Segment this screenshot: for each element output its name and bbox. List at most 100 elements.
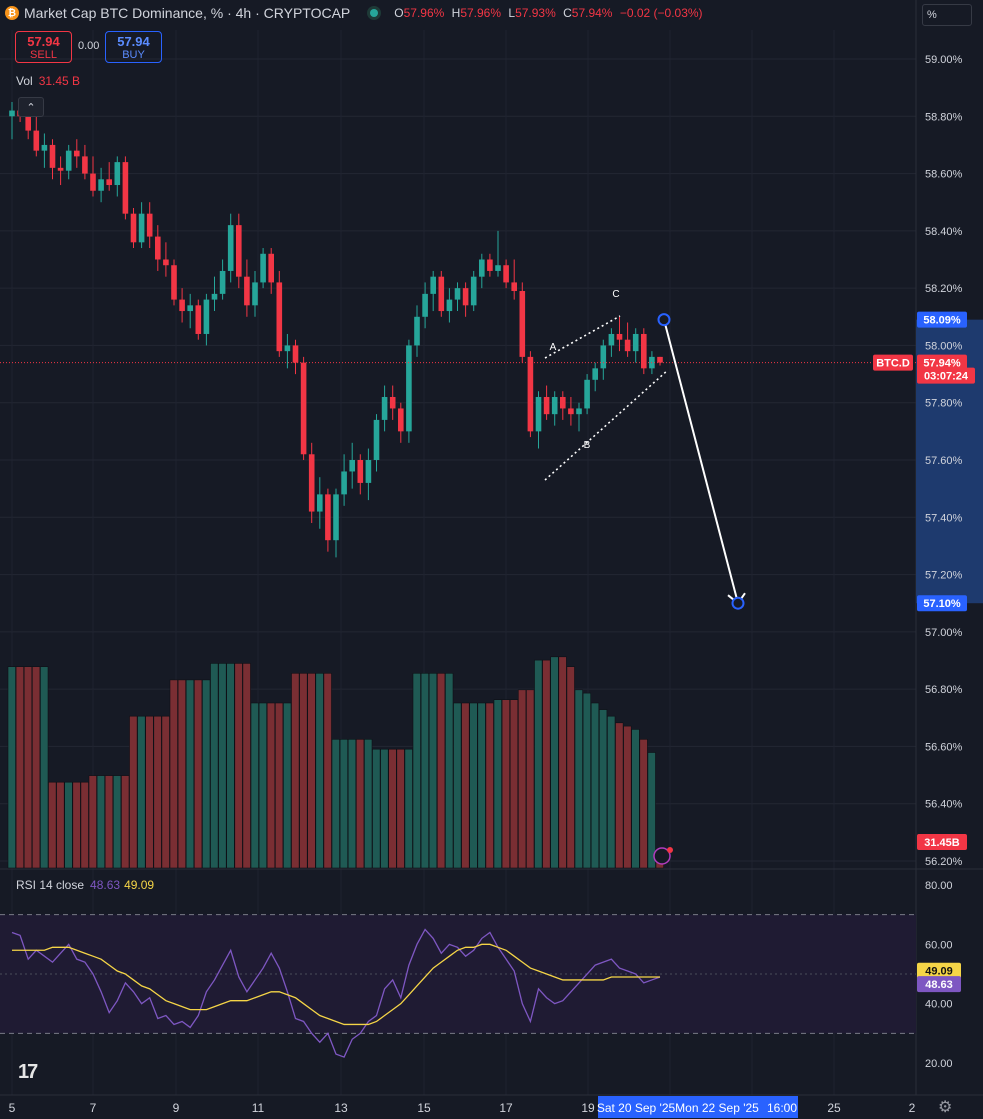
candle-body	[357, 460, 364, 483]
buy-button[interactable]: 57.94 BUY	[105, 31, 162, 63]
candle-body	[98, 179, 104, 191]
candle-body	[632, 333, 639, 352]
rsi-line	[11, 928, 661, 1058]
volume-bar	[339, 738, 349, 869]
candle-body	[592, 368, 598, 380]
candle-body	[616, 333, 623, 340]
price-axis[interactable]: 59.00% 58.80% 58.60% 58.40% 58.20% 58.00% 57.8…	[873, 54, 983, 868]
high-value: 57.96%	[460, 6, 502, 20]
volume-bar	[550, 656, 559, 869]
candle-body	[479, 259, 485, 277]
volume-bar	[161, 715, 170, 869]
spread-value: 0.00	[78, 40, 100, 52]
volume-bar	[202, 679, 211, 869]
candle-body	[624, 339, 631, 352]
bar-countdown-label-bg	[917, 367, 975, 384]
candle-body	[511, 282, 517, 292]
volume-bar	[485, 702, 494, 869]
candle-body	[576, 408, 582, 415]
volume-bar	[7, 666, 16, 869]
volume-bar	[80, 781, 89, 869]
volume-bar	[404, 748, 413, 869]
candle-body	[470, 276, 477, 306]
volume-bar	[412, 672, 421, 869]
volume-bar	[647, 752, 656, 869]
volume-bar	[266, 702, 276, 869]
price-tick-label: 57.00%	[925, 627, 963, 639]
bar-countdown-label: 03:07:24	[924, 371, 969, 383]
volume-bar	[169, 679, 178, 869]
candle-body	[244, 276, 250, 306]
time-axis[interactable]: 5 7 9 11 13 15 17 19 Sat 20 Sep '25 Mon 22 Sep '2…	[0, 847, 983, 1118]
volume-bar	[420, 672, 430, 869]
rsi-ma-line	[12, 943, 660, 1026]
candle-body	[155, 236, 161, 260]
candle-body	[527, 356, 534, 432]
scale-mode-button[interactable]: %	[922, 4, 972, 26]
volume-bar	[31, 666, 41, 869]
volume-bar	[347, 738, 357, 869]
gear-icon[interactable]: ⚙	[938, 1099, 953, 1116]
volume-bar	[598, 709, 608, 869]
volume-bar	[615, 722, 624, 869]
volume-last-label-bg	[917, 834, 967, 850]
rsi-value: 48.63	[90, 878, 121, 892]
symbol-title[interactable]: Market Cap BTC Dominance, % · 4h · CRYPT…	[24, 5, 351, 21]
volume-bar	[64, 781, 73, 869]
volume-bar	[590, 702, 600, 869]
candle-body	[187, 305, 193, 312]
volume-bar	[194, 679, 203, 869]
volume-bar	[299, 672, 308, 869]
candle-body	[138, 213, 145, 243]
candle-body	[454, 288, 461, 300]
drawing-tools[interactable]: A B C	[544, 289, 746, 610]
collapse-legend-button[interactable]: ⌃	[18, 97, 44, 117]
candle-body	[25, 116, 31, 131]
candle-body	[211, 293, 218, 300]
volume-bar	[185, 679, 195, 869]
sell-button[interactable]: 57.94 SELL	[15, 31, 72, 63]
tradingview-logo[interactable]: 17	[18, 1061, 38, 1083]
rsi-last-label: 48.63	[925, 979, 953, 991]
price-tick-label: 56.60%	[925, 741, 963, 753]
rsi-tick-label: 40.00	[925, 999, 953, 1011]
volume-legend[interactable]: Vol 31.45 B	[16, 74, 81, 88]
candle-body	[65, 150, 72, 171]
projection-end-handle	[731, 596, 745, 610]
wave-label-c: C	[612, 289, 619, 300]
candle-body	[535, 396, 542, 432]
volume-bar	[226, 663, 235, 869]
price-tick-label: 59.00%	[925, 54, 963, 66]
rsi-tick-label: 80.00	[925, 880, 953, 892]
candle-body	[349, 460, 355, 472]
candle-body	[584, 379, 590, 409]
volume-bar	[104, 775, 114, 869]
volume-bar	[40, 666, 49, 869]
target-low-label-bg	[917, 595, 967, 612]
wave-label-b: B	[584, 440, 591, 451]
candle-body	[252, 282, 258, 306]
volume-bar	[315, 672, 324, 869]
symbol-header: ₿ Market Cap BTC Dominance, % · 4h · CRY…	[0, 0, 707, 26]
volume-bar	[355, 738, 365, 869]
projection-start-handle	[657, 313, 671, 327]
volume-bar	[469, 702, 478, 869]
candle-body	[519, 291, 526, 357]
candle-body	[106, 179, 112, 186]
time-tick-label: 13	[334, 1101, 348, 1115]
candle-body	[90, 173, 96, 191]
candlesticks	[0, 99, 916, 558]
volume-bar	[461, 702, 470, 869]
volume-bar	[274, 702, 284, 869]
price-tick-label: 57.60%	[925, 455, 963, 467]
volume-bar	[445, 672, 454, 869]
candle-body	[146, 213, 153, 237]
close-value: 57.94%	[571, 6, 613, 20]
volume-bar	[380, 748, 389, 869]
rsi-last-label: 49.09	[925, 966, 953, 978]
volume-bar	[121, 775, 130, 869]
rsi-legend[interactable]: RSI 14 close 48.63 49.09	[16, 878, 155, 892]
market-status-icon[interactable]	[370, 9, 379, 17]
candle-body	[551, 396, 558, 415]
